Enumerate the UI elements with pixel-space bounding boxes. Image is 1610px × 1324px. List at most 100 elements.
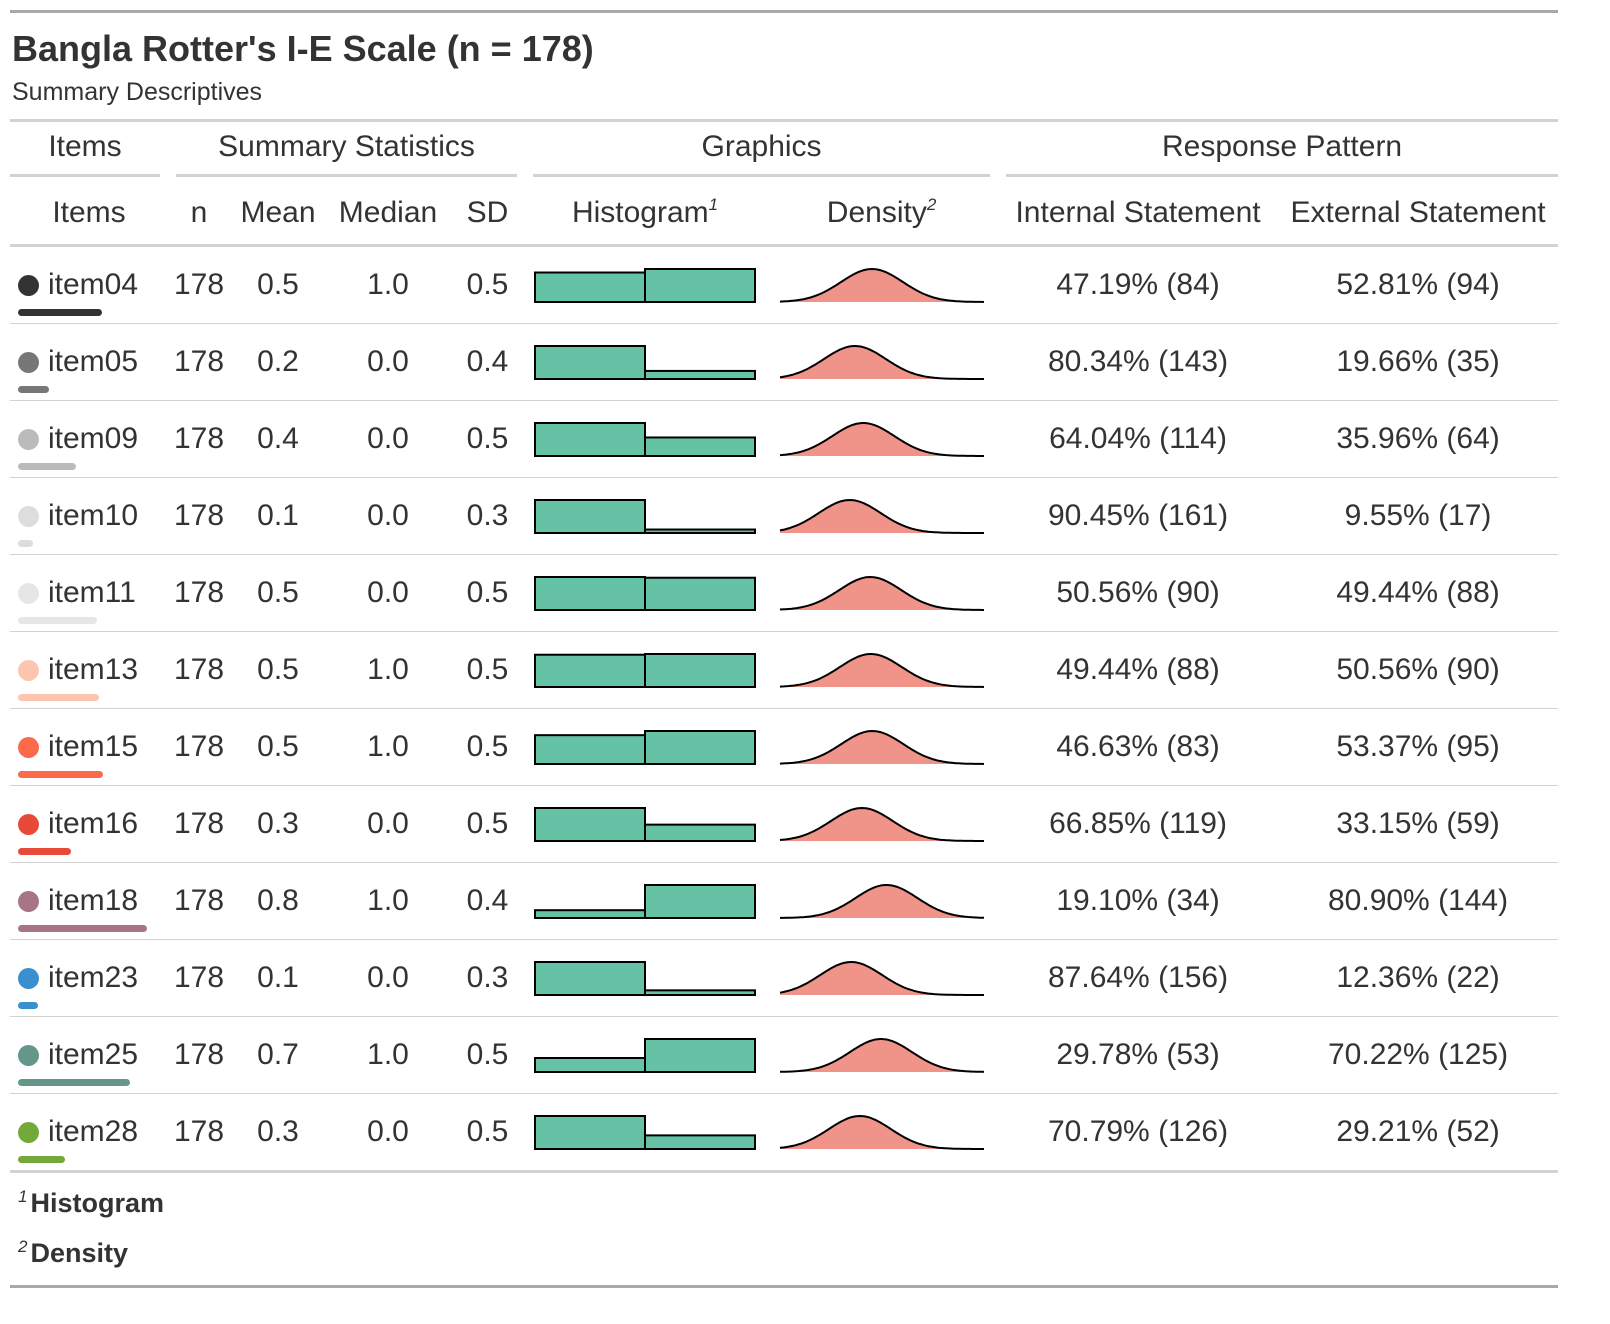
density-sparkline bbox=[779, 267, 984, 303]
item-cell: item13 bbox=[10, 631, 168, 709]
density-cell bbox=[765, 631, 999, 709]
density-area bbox=[779, 1039, 984, 1072]
item-cell: item11 bbox=[10, 554, 168, 632]
histogram-bar-internal bbox=[534, 653, 647, 688]
density-cell bbox=[765, 477, 999, 555]
mean-cell: 0.5 bbox=[230, 708, 326, 786]
item-label-wrap: item11 bbox=[18, 575, 136, 624]
median-cell: 1.0 bbox=[326, 631, 450, 709]
sd-cell: 0.5 bbox=[450, 708, 526, 786]
median-cell: 1.0 bbox=[326, 708, 450, 786]
external-statement-cell: 33.15% (59) bbox=[1278, 785, 1559, 863]
density-curve bbox=[779, 806, 984, 842]
item-label-wrap: item15 bbox=[18, 729, 139, 778]
histogram-bar-external bbox=[644, 1134, 757, 1150]
density-cell bbox=[765, 708, 999, 786]
item-name: item28 bbox=[48, 1115, 139, 1148]
item-name: item18 bbox=[48, 884, 139, 917]
internal-statement-cell: 90.45% (161) bbox=[998, 477, 1279, 555]
histogram-sparkline bbox=[534, 807, 757, 842]
item-name: item04 bbox=[48, 268, 139, 301]
sd-cell: 0.3 bbox=[450, 939, 526, 1017]
density-area bbox=[779, 500, 984, 533]
table-row: item10 178 0.1 0.0 0.3 90.45% (161) 9.55% (17) bbox=[10, 477, 1559, 555]
item-name: item16 bbox=[48, 807, 139, 840]
item-name: item10 bbox=[48, 499, 139, 532]
histogram-bar-internal bbox=[534, 422, 647, 457]
external-statement-cell: 80.90% (144) bbox=[1278, 862, 1559, 940]
mean-cell: 0.1 bbox=[230, 477, 326, 555]
external-statement-cell: 35.96% (64) bbox=[1278, 400, 1559, 478]
histogram-bar-external bbox=[644, 823, 757, 842]
density-area bbox=[779, 346, 984, 379]
item-cell: item25 bbox=[10, 1016, 168, 1094]
item-mean-bar bbox=[18, 771, 104, 778]
median-cell: 1.0 bbox=[326, 862, 450, 940]
histogram-bar-external bbox=[644, 1038, 757, 1073]
col-internal: Internal Statement bbox=[998, 182, 1279, 247]
sd-cell: 0.5 bbox=[450, 1093, 526, 1173]
item-name: item15 bbox=[48, 730, 139, 763]
n-cell: 178 bbox=[168, 1016, 230, 1094]
density-sparkline bbox=[779, 575, 984, 611]
median-cell: 1.0 bbox=[326, 245, 450, 324]
external-statement-cell: 19.66% (35) bbox=[1278, 323, 1559, 401]
histogram-bar-internal bbox=[534, 576, 647, 611]
table-row: item13 178 0.5 1.0 0.5 49.44% (88) 50.56% (90) bbox=[10, 631, 1559, 709]
n-cell: 178 bbox=[168, 862, 230, 940]
histogram-bar-internal bbox=[534, 734, 647, 765]
density-curve bbox=[779, 729, 984, 765]
density-cell bbox=[765, 1093, 999, 1173]
histogram-bar-internal bbox=[534, 1115, 647, 1150]
histogram-bar-external bbox=[644, 653, 757, 688]
item-cell: item28 bbox=[10, 1093, 168, 1173]
density-area bbox=[779, 962, 984, 995]
density-cell bbox=[765, 862, 999, 940]
histogram-cell bbox=[525, 939, 766, 1017]
median-cell: 1.0 bbox=[326, 1016, 450, 1094]
density-area bbox=[779, 577, 984, 610]
mean-cell: 0.5 bbox=[230, 554, 326, 632]
sd-cell: 0.5 bbox=[450, 785, 526, 863]
item-color-dot bbox=[18, 429, 39, 450]
internal-statement-cell: 29.78% (53) bbox=[998, 1016, 1279, 1094]
histogram-bar-internal bbox=[534, 345, 647, 380]
density-cell bbox=[765, 939, 999, 1017]
table-row: item16 178 0.3 0.0 0.5 66.85% (119) 33.15% (59… bbox=[10, 785, 1559, 863]
internal-statement-cell: 64.04% (114) bbox=[998, 400, 1279, 478]
item-mean-bar bbox=[18, 925, 148, 932]
density-area bbox=[779, 808, 984, 841]
item-color-dot bbox=[18, 660, 39, 681]
density-curve bbox=[779, 498, 984, 534]
n-cell: 178 bbox=[168, 323, 230, 401]
histogram-cell bbox=[525, 631, 766, 709]
item-name: item09 bbox=[48, 422, 139, 455]
histogram-bar-internal bbox=[534, 807, 647, 842]
table-row: item05 178 0.2 0.0 0.4 80.34% (143) 19.66% (35… bbox=[10, 323, 1559, 401]
internal-statement-cell: 66.85% (119) bbox=[998, 785, 1279, 863]
item-mean-bar bbox=[18, 1002, 38, 1009]
item-color-dot bbox=[18, 583, 39, 604]
table-title: Bangla Rotter's I-E Scale (n = 178) bbox=[12, 28, 594, 69]
item-name: item11 bbox=[48, 576, 136, 609]
col-sd: SD bbox=[450, 182, 526, 247]
histogram-bar-internal bbox=[534, 271, 647, 303]
density-area bbox=[779, 731, 984, 764]
item-cell: item16 bbox=[10, 785, 168, 863]
n-cell: 178 bbox=[168, 477, 230, 555]
external-statement-cell: 70.22% (125) bbox=[1278, 1016, 1559, 1094]
item-label-wrap: item25 bbox=[18, 1037, 138, 1086]
item-cell: item04 bbox=[10, 245, 168, 324]
histogram-cell bbox=[525, 708, 766, 786]
histogram-sparkline bbox=[534, 576, 757, 611]
density-cell bbox=[765, 554, 999, 632]
table-row: item09 178 0.4 0.0 0.5 64.04% (114) 35.96% (64… bbox=[10, 400, 1559, 478]
table-row: item15 178 0.5 1.0 0.5 46.63% (83) 53.37% (95) bbox=[10, 708, 1559, 786]
histogram-sparkline bbox=[534, 1115, 757, 1150]
item-cell: item18 bbox=[10, 862, 168, 940]
mean-cell: 0.3 bbox=[230, 785, 326, 863]
density-cell bbox=[765, 1016, 999, 1094]
item-mean-bar bbox=[18, 386, 50, 393]
item-color-dot bbox=[18, 506, 39, 527]
histogram-bar-internal bbox=[534, 499, 647, 534]
